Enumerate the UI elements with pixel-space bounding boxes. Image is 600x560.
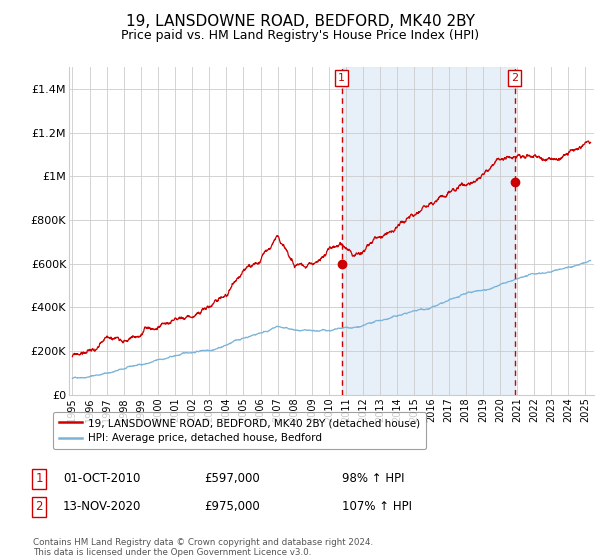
Text: £597,000: £597,000 bbox=[204, 472, 260, 486]
Text: 19, LANSDOWNE ROAD, BEDFORD, MK40 2BY: 19, LANSDOWNE ROAD, BEDFORD, MK40 2BY bbox=[125, 14, 475, 29]
Text: £975,000: £975,000 bbox=[204, 500, 260, 514]
Text: 1: 1 bbox=[338, 73, 345, 83]
Text: Price paid vs. HM Land Registry's House Price Index (HPI): Price paid vs. HM Land Registry's House … bbox=[121, 29, 479, 42]
Text: 2: 2 bbox=[35, 500, 43, 514]
Text: 01-OCT-2010: 01-OCT-2010 bbox=[63, 472, 140, 486]
Text: 2: 2 bbox=[511, 73, 518, 83]
Text: 98% ↑ HPI: 98% ↑ HPI bbox=[342, 472, 404, 486]
Text: 107% ↑ HPI: 107% ↑ HPI bbox=[342, 500, 412, 514]
Legend: 19, LANSDOWNE ROAD, BEDFORD, MK40 2BY (detached house), HPI: Average price, deta: 19, LANSDOWNE ROAD, BEDFORD, MK40 2BY (d… bbox=[53, 412, 426, 450]
Text: 1: 1 bbox=[35, 472, 43, 486]
Text: Contains HM Land Registry data © Crown copyright and database right 2024.
This d: Contains HM Land Registry data © Crown c… bbox=[33, 538, 373, 557]
Text: 13-NOV-2020: 13-NOV-2020 bbox=[63, 500, 142, 514]
Bar bbox=[342, 67, 515, 395]
